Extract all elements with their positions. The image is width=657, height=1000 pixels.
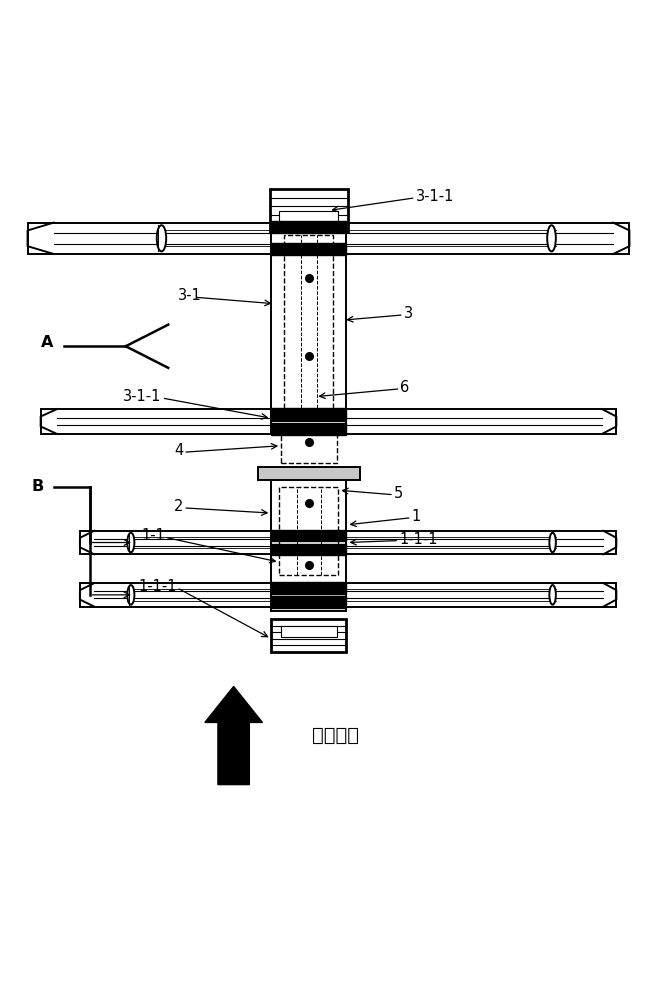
Bar xyxy=(271,530,346,541)
Text: 4: 4 xyxy=(174,443,183,458)
Bar xyxy=(127,585,271,605)
Bar xyxy=(284,235,333,418)
Bar xyxy=(346,409,616,434)
Bar xyxy=(346,533,556,552)
Bar xyxy=(271,221,346,233)
Bar xyxy=(271,582,346,594)
Text: 1: 1 xyxy=(411,509,421,524)
Text: 1-1: 1-1 xyxy=(141,528,165,543)
Text: A: A xyxy=(41,335,53,350)
Text: 3-1-1: 3-1-1 xyxy=(124,389,162,404)
Bar xyxy=(281,626,337,637)
Text: 6: 6 xyxy=(401,380,410,395)
Bar xyxy=(346,531,616,554)
Bar xyxy=(271,480,346,611)
Ellipse shape xyxy=(549,533,556,552)
Bar xyxy=(279,487,338,575)
Bar xyxy=(271,619,346,652)
Bar xyxy=(271,544,346,555)
Ellipse shape xyxy=(127,533,135,552)
Ellipse shape xyxy=(127,585,135,605)
Bar xyxy=(271,596,346,608)
Text: B: B xyxy=(32,479,43,494)
FancyArrow shape xyxy=(205,686,262,785)
Text: 2: 2 xyxy=(174,499,183,514)
Ellipse shape xyxy=(549,585,556,605)
Bar xyxy=(281,428,336,463)
Text: 3-1: 3-1 xyxy=(178,288,202,303)
Text: 1-1-1: 1-1-1 xyxy=(399,532,438,547)
Bar xyxy=(271,408,346,420)
Bar xyxy=(346,583,616,607)
Bar xyxy=(271,243,346,255)
Text: 烟气流向: 烟气流向 xyxy=(312,726,359,745)
Bar xyxy=(271,423,346,435)
Bar xyxy=(157,225,271,251)
Bar xyxy=(271,232,346,421)
Bar xyxy=(279,211,338,225)
Bar xyxy=(346,585,556,605)
Text: 1-1-1: 1-1-1 xyxy=(138,579,177,594)
Bar xyxy=(28,223,271,254)
Text: 5: 5 xyxy=(394,486,403,501)
Bar xyxy=(269,189,348,232)
Bar xyxy=(346,225,556,251)
Text: 3: 3 xyxy=(404,306,413,321)
Bar xyxy=(80,583,271,607)
Bar xyxy=(127,533,271,552)
Bar xyxy=(80,531,271,554)
Bar xyxy=(346,223,629,254)
Ellipse shape xyxy=(547,225,556,251)
Text: 3-1-1: 3-1-1 xyxy=(415,189,454,204)
Ellipse shape xyxy=(157,225,166,251)
Bar xyxy=(41,409,271,434)
Bar xyxy=(258,467,359,480)
